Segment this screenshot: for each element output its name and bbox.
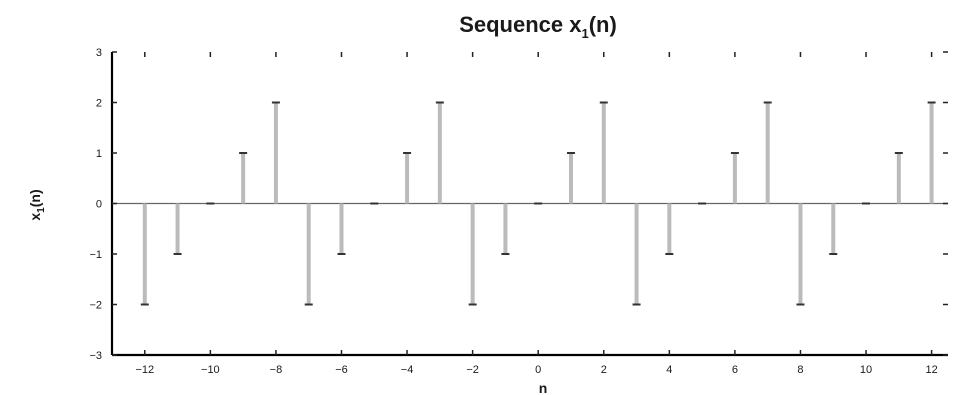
x-tick-label: 6 bbox=[732, 364, 738, 376]
chart-title-subscript: 1 bbox=[581, 26, 588, 41]
x-tick-label: 12 bbox=[925, 364, 937, 376]
y-tick-label: −3 bbox=[89, 350, 102, 362]
y-axis-label: x1(n) bbox=[27, 189, 47, 220]
x-tick-label: 4 bbox=[666, 364, 672, 376]
x-tick-label: −4 bbox=[401, 364, 414, 376]
svg-text:x1(n): x1(n) bbox=[27, 189, 47, 220]
chart-title: Sequence x1(n) bbox=[459, 12, 617, 41]
chart-title-main: Sequence x bbox=[459, 12, 582, 37]
y-axis-label-main: x bbox=[27, 213, 43, 221]
y-tick-label: −1 bbox=[89, 249, 102, 261]
x-tick-label: 2 bbox=[601, 364, 607, 376]
chart-title-end: (n) bbox=[589, 12, 617, 37]
x-axis-label: n bbox=[539, 380, 548, 395]
x-tick-label: −12 bbox=[135, 364, 154, 376]
x-tick-label: −8 bbox=[270, 364, 283, 376]
x-tick-label: −10 bbox=[201, 364, 220, 376]
y-tick-label: 1 bbox=[96, 148, 102, 160]
y-tick-label: 0 bbox=[96, 199, 102, 211]
y-axis-label-subscript: 1 bbox=[36, 207, 47, 213]
x-tick-label: −2 bbox=[466, 364, 479, 376]
svg-text:Sequence x1(n): Sequence x1(n) bbox=[459, 12, 617, 41]
x-tick-label: 0 bbox=[535, 364, 541, 376]
x-tick-label: −6 bbox=[335, 364, 348, 376]
x-tick-label: 8 bbox=[797, 364, 803, 376]
y-tick-label: −2 bbox=[89, 300, 102, 312]
y-axis-label-end: (n) bbox=[27, 189, 43, 207]
y-tick-label: 2 bbox=[96, 98, 102, 110]
y-tick-label: 3 bbox=[96, 47, 102, 59]
x-tick-label: 10 bbox=[860, 364, 872, 376]
